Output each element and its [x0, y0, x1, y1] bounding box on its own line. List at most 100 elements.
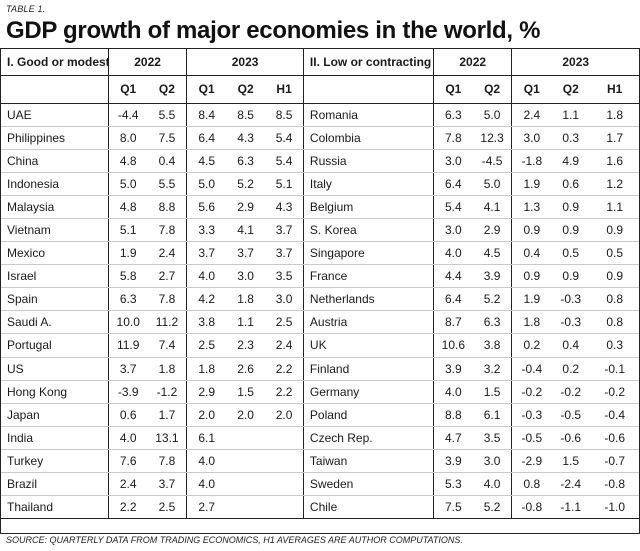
left-value-cell: 2.3	[226, 333, 266, 358]
left-value-cell: 1.1	[226, 310, 266, 335]
right-value-cell: 1.8	[590, 103, 639, 127]
table-row: Saudi A. 10.0 11.2 3.8 1.1 2.5 Austria 8.7 6.3 1.…	[1, 310, 639, 335]
left-value-cell: 8.8	[147, 195, 187, 219]
right-value-cell: 0.4	[511, 241, 552, 266]
right-value-cell: 4.0	[432, 380, 473, 404]
header-row-years: I. Good or modest 2022 2023 II. Low or c…	[1, 49, 639, 76]
right-value-cell: 0.4	[551, 333, 591, 358]
left-value-cell: 2.4	[147, 241, 187, 266]
right-value-cell: -0.3	[551, 287, 591, 312]
left-value-cell: 3.0	[226, 264, 266, 289]
left-value-cell	[226, 449, 266, 474]
left-value-cell: 4.8	[107, 195, 148, 219]
right-value-cell: -0.3	[551, 310, 591, 335]
right-value-cell: 4.5	[472, 241, 512, 266]
left-country-cell: Brazil	[1, 472, 109, 497]
right-value-cell: 3.0	[432, 149, 473, 173]
right-value-cell: 1.8	[511, 310, 552, 335]
table-row: Philippines 8.0 7.5 6.4 4.3 5.4 Colombia 7.8 12.…	[1, 126, 639, 150]
table-row: Malaysia 4.8 8.8 5.6 2.9 4.3 Belgium 5.4 4.1 1.3 0…	[1, 195, 639, 219]
right-value-cell: 0.9	[551, 218, 591, 243]
right-value-cell: -0.6	[551, 426, 591, 450]
left-q-header: Q1	[186, 75, 227, 104]
table-row: Turkey 7.6 7.8 4.0 Taiwan 3.9 3.0 -2.9 1.5 -0.7	[1, 449, 639, 474]
left-value-cell: 2.2	[265, 357, 304, 381]
right-value-cell: 5.4	[432, 195, 473, 219]
right-country-cell: Taiwan	[302, 449, 434, 474]
right-value-cell: 3.8	[472, 333, 512, 358]
left-value-cell: 2.4	[265, 333, 304, 358]
left-value-cell: -3.9	[107, 380, 148, 404]
right-value-cell: 0.3	[551, 126, 591, 150]
right-q-header: H1	[590, 75, 639, 104]
table-row: Israel 5.8 2.7 4.0 3.0 3.5 France 4.4 3.9 0.9 0.9 0…	[1, 264, 639, 289]
right-value-cell: 0.9	[590, 264, 639, 289]
left-country-cell: UAE	[1, 103, 109, 127]
left-value-cell: 8.5	[265, 103, 304, 127]
left-value-cell: 3.7	[265, 241, 304, 266]
right-value-cell: 8.7	[432, 310, 473, 335]
table-row: Vietnam 5.1 7.8 3.3 4.1 3.7 S. Korea 3.0 2.9 0.9 0…	[1, 218, 639, 243]
right-value-cell: 6.4	[432, 287, 473, 312]
right-country-cell: Czech Rep.	[302, 426, 434, 450]
left-value-cell: 4.0	[186, 264, 227, 289]
right-country-cell: Romania	[302, 103, 434, 127]
left-q-header: Q2	[147, 75, 187, 104]
left-country-cell: Portugal	[1, 333, 109, 358]
left-country-cell: Mexico	[1, 241, 109, 266]
table-row: Portugal 11.9 7.4 2.5 2.3 2.4 UK 10.6 3.8 0.2 0.4 0…	[1, 333, 639, 358]
right-value-cell: 3.0	[511, 126, 552, 150]
right-country-cell: Chile	[302, 495, 434, 520]
right-value-cell: 3.0	[472, 449, 512, 474]
right-value-cell: -0.5	[551, 403, 591, 427]
right-value-cell: -0.2	[590, 380, 639, 404]
right-value-cell: -0.4	[511, 357, 552, 381]
left-value-cell: 4.0	[186, 472, 227, 497]
left-country-col-header	[1, 75, 109, 104]
right-value-cell: -0.8	[590, 472, 639, 497]
right-value-cell: 6.1	[472, 403, 512, 427]
left-value-cell: 2.2	[265, 380, 304, 404]
right-value-cell: 3.2	[472, 357, 512, 381]
left-country-cell: Vietnam	[1, 218, 109, 243]
left-q-header: Q1	[107, 75, 148, 104]
left-value-cell: 3.8	[186, 310, 227, 335]
left-value-cell: 1.7	[147, 403, 187, 427]
table-row: Japan 0.6 1.7 2.0 2.0 2.0 Poland 8.8 6.1 -0.3 -0.5…	[1, 403, 639, 427]
right-year-2023: 2023	[511, 49, 639, 76]
left-value-cell: 5.1	[107, 218, 148, 243]
right-value-cell: -4.5	[472, 149, 512, 173]
right-country-cell: Austria	[302, 310, 434, 335]
right-q-header: Q2	[472, 75, 512, 104]
right-value-cell: 2.9	[472, 218, 512, 243]
left-value-cell: 5.8	[107, 264, 148, 289]
left-country-cell: Indonesia	[1, 172, 109, 196]
right-value-cell: 5.0	[472, 103, 512, 127]
left-value-cell: -1.2	[147, 380, 187, 404]
right-country-cell: Germany	[302, 380, 434, 404]
left-value-cell: 5.4	[265, 149, 304, 173]
right-country-cell: Colombia	[302, 126, 434, 150]
right-value-cell: 8.8	[432, 403, 473, 427]
left-value-cell: 3.7	[186, 241, 227, 266]
left-value-cell: 2.7	[186, 495, 227, 520]
left-value-cell: 5.4	[265, 126, 304, 150]
left-value-cell: 13.1	[147, 426, 187, 450]
left-value-cell: 8.0	[107, 126, 148, 150]
right-value-cell: -0.2	[511, 380, 552, 404]
left-value-cell: 5.0	[107, 172, 148, 196]
left-q-header: Q2	[226, 75, 266, 104]
right-value-cell: 1.7	[590, 126, 639, 150]
left-value-cell	[265, 472, 304, 497]
right-value-cell: 1.5	[551, 449, 591, 474]
left-value-cell: 7.4	[147, 333, 187, 358]
table-row: Thailand 2.2 2.5 2.7 Chile 7.5 5.2 -0.8 -1.1 -1.0	[1, 495, 639, 520]
right-value-cell: 1.2	[590, 172, 639, 196]
right-value-cell: 10.6	[432, 333, 473, 358]
left-value-cell: 1.8	[186, 357, 227, 381]
left-value-cell: 5.5	[147, 172, 187, 196]
left-value-cell: 6.4	[186, 126, 227, 150]
right-value-cell: 0.2	[511, 333, 552, 358]
left-value-cell: 5.2	[226, 172, 266, 196]
